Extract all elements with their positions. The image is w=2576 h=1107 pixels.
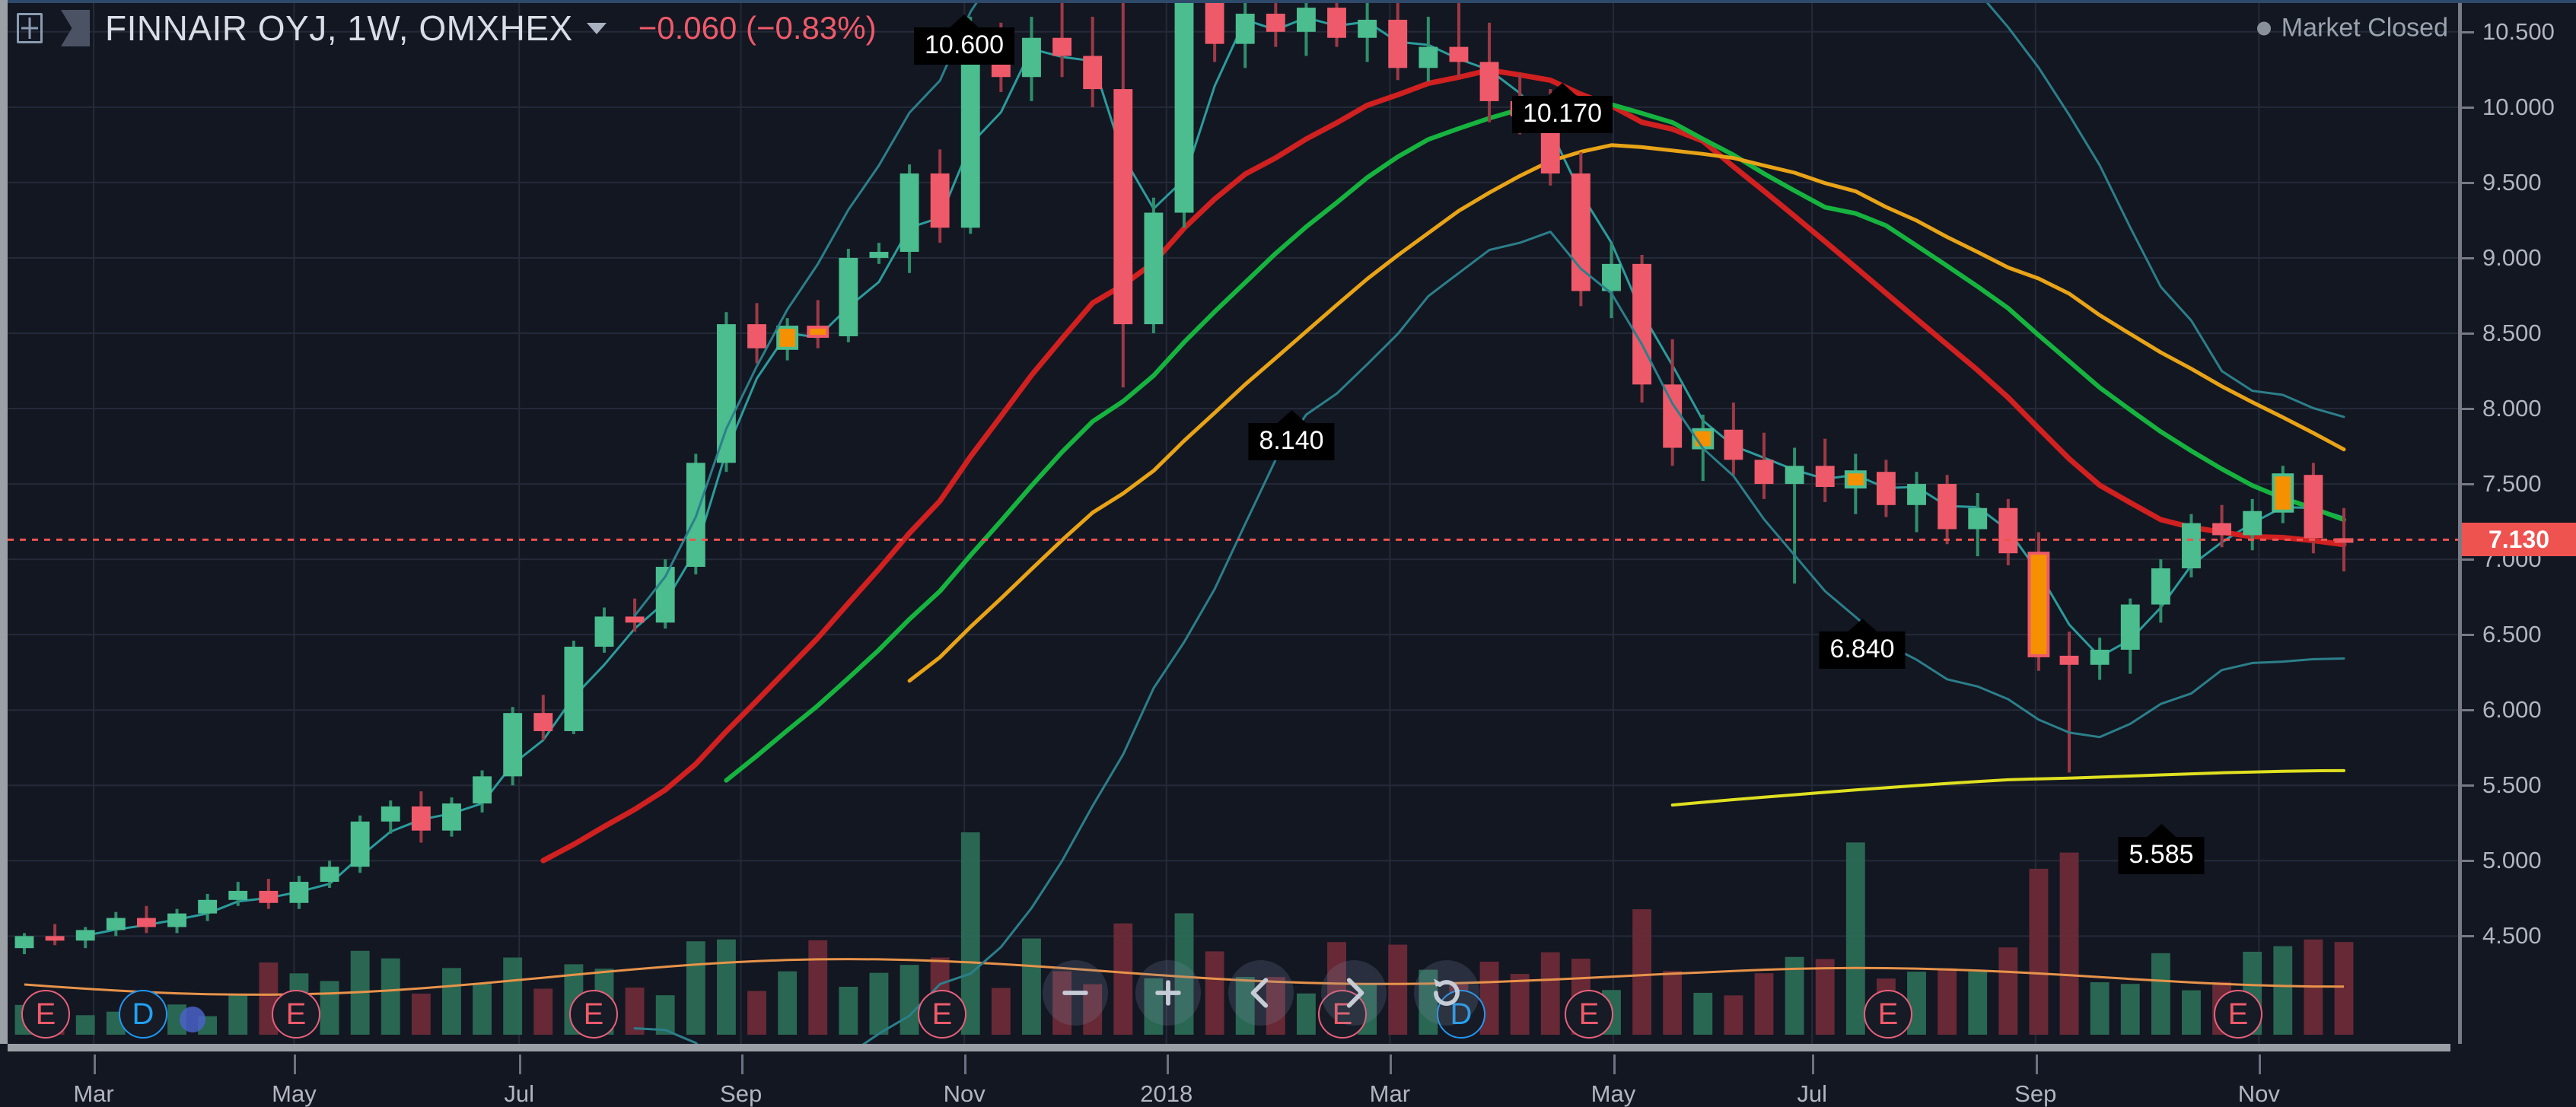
price-axis[interactable]: 10.500 10.000 9.500 9.000 8.500 8.000 7.500 7.0…: [2458, 3, 2576, 1044]
price-tick: [2462, 558, 2474, 561]
price-tick: [2462, 784, 2474, 787]
price-callout: 10.170: [1512, 96, 1613, 133]
price-tick: [2462, 181, 2474, 184]
time-tick-label: Nov: [2237, 1080, 2280, 1107]
price-tick-label: 5.000: [2482, 847, 2542, 874]
time-tick: [1166, 1055, 1169, 1074]
time-tick: [94, 1055, 97, 1074]
time-tick-label: Mar: [73, 1080, 114, 1107]
time-tick: [519, 1055, 522, 1074]
chevron-right-icon[interactable]: [1321, 960, 1387, 1026]
price-tick: [2462, 106, 2474, 109]
price-tick-label: 8.000: [2482, 395, 2542, 422]
price-axis-rule: [2458, 3, 2462, 1044]
time-axis-bar: [8, 1044, 2450, 1051]
time-tick: [964, 1055, 967, 1074]
earnings-marker[interactable]: E: [1864, 990, 1912, 1039]
time-tick: [1812, 1055, 1815, 1074]
symbol-title[interactable]: FINNAIR OYJ, 1W, OMXHEX: [105, 8, 573, 48]
price-tick-label: 4.500: [2482, 922, 2542, 950]
time-tick-label: 2018: [1140, 1080, 1193, 1107]
time-tick-label: Jul: [504, 1080, 534, 1107]
current-price-badge: 7.130: [2462, 523, 2576, 557]
flag-icon[interactable]: [61, 10, 90, 46]
market-status: Market Closed: [2256, 13, 2448, 43]
time-tick: [1613, 1055, 1616, 1074]
zoom-in-icon[interactable]: [1135, 960, 1201, 1026]
zoom-out-icon[interactable]: [1043, 960, 1108, 1026]
time-tick-label: May: [272, 1080, 317, 1107]
earnings-marker[interactable]: E: [569, 990, 618, 1039]
price-tick-label: 6.500: [2482, 621, 2542, 648]
price-tick: [2462, 408, 2474, 411]
price-tick-label: 9.000: [2482, 243, 2542, 271]
price-tick-label: 6.000: [2482, 696, 2542, 724]
price-tick: [2462, 483, 2474, 486]
price-tick: [2462, 30, 2474, 33]
price-tick-label: 5.500: [2482, 771, 2542, 799]
price-callout: 8.140: [1248, 423, 1335, 460]
price-tick: [2462, 709, 2474, 712]
price-callout: 6.840: [1819, 631, 1906, 669]
time-tick-label: Nov: [943, 1080, 986, 1107]
price-tick: [2462, 860, 2474, 863]
chart-header: FINNAIR OYJ, 1W, OMXHEX −0.060 (−0.83%) …: [0, 3, 2576, 53]
price-tick: [2462, 634, 2474, 637]
price-tick: [2462, 256, 2474, 259]
earnings-marker[interactable]: E: [21, 990, 70, 1039]
chart-plot-area[interactable]: [8, 3, 2458, 1044]
earnings-marker[interactable]: E: [272, 990, 320, 1039]
dividend-marker[interactable]: D: [119, 990, 167, 1039]
time-tick: [294, 1055, 297, 1074]
price-tick-label: 8.500: [2482, 319, 2542, 346]
earnings-marker[interactable]: E: [2214, 990, 2262, 1039]
earnings-marker[interactable]: E: [1565, 990, 1613, 1039]
reset-icon[interactable]: [1414, 960, 1479, 1026]
time-tick-label: Mar: [1369, 1080, 1411, 1107]
window-accent-bar: [0, 0, 2576, 3]
price-callout: 5.585: [2118, 837, 2205, 874]
time-tick-label: Sep: [2014, 1080, 2057, 1107]
price-change: −0.060 (−0.83%): [638, 10, 877, 46]
price-tick-label: 9.500: [2482, 168, 2542, 196]
status-dot-icon: [2256, 21, 2271, 35]
price-tick-label: 10.500: [2482, 17, 2555, 45]
time-axis[interactable]: Mar May Jul Sep Nov 2018 Mar May Jul Sep Nov: [0, 1044, 2576, 1107]
layout-grid-icon[interactable]: [17, 13, 43, 43]
price-tick-label: 7.500: [2482, 470, 2542, 498]
time-tick-label: Sep: [720, 1080, 763, 1107]
price-callout: 10.600: [914, 27, 1014, 65]
time-tick: [2035, 1055, 2038, 1074]
time-tick: [2259, 1055, 2262, 1074]
earnings-marker[interactable]: E: [918, 990, 966, 1039]
time-tick: [1390, 1055, 1393, 1074]
chart-navigation-toolbar[interactable]: [1043, 960, 1479, 1026]
chevron-down-icon[interactable]: [586, 22, 607, 34]
split-marker-dot[interactable]: [180, 1007, 205, 1032]
time-tick-label: Jul: [1797, 1080, 1827, 1107]
chart-canvas: [8, 3, 2458, 1044]
chevron-left-icon[interactable]: [1228, 960, 1294, 1026]
price-tick: [2462, 332, 2474, 335]
time-tick: [740, 1055, 744, 1074]
market-status-label: Market Closed: [2281, 13, 2448, 43]
price-tick: [2462, 935, 2474, 938]
price-tick-label: 10.000: [2482, 93, 2555, 120]
time-tick-label: May: [1590, 1080, 1636, 1107]
left-rail: [0, 0, 8, 1044]
